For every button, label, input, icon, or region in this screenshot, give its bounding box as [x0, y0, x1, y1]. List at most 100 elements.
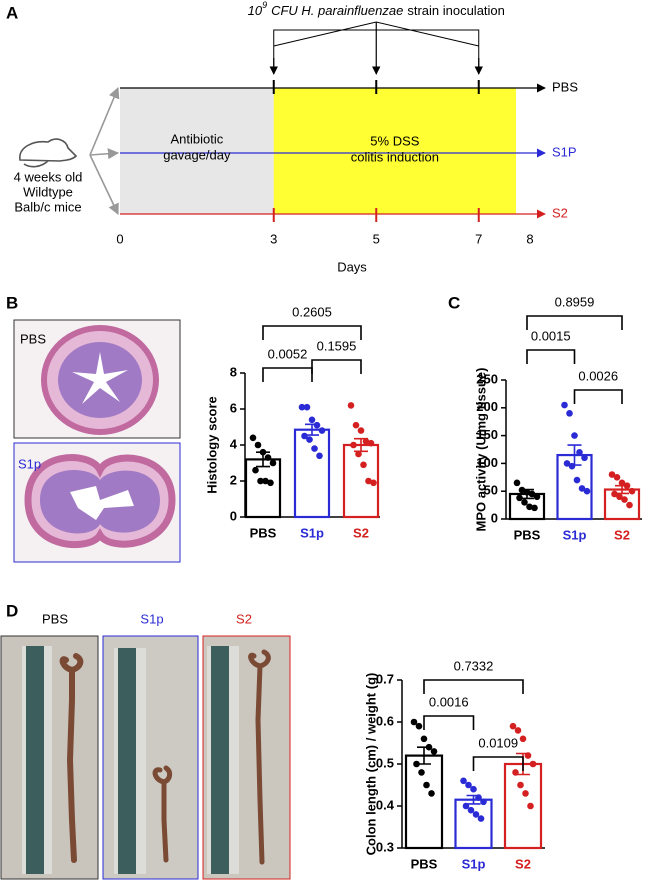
- p-value: 0.0015: [531, 328, 571, 343]
- data-point: [583, 487, 591, 495]
- group-label: PBS: [552, 79, 578, 94]
- x-tick-label: S2: [515, 856, 531, 871]
- data-point: [308, 416, 316, 424]
- bar: [244, 458, 282, 519]
- panel-label: A: [6, 3, 18, 22]
- data-point: [616, 493, 623, 501]
- data-point: [311, 445, 318, 452]
- image-label: PBS: [42, 611, 68, 626]
- data-point: [571, 432, 578, 439]
- data-point: [621, 496, 628, 503]
- bar: [503, 762, 543, 850]
- inoculation-connector: [273, 21, 479, 47]
- error-bar: [520, 488, 534, 500]
- title-part: 10: [248, 3, 263, 18]
- data-point: [362, 438, 370, 445]
- image-label: S2: [236, 611, 252, 626]
- data-point: [252, 466, 259, 474]
- data-point: [528, 490, 536, 498]
- day-tick-label: 5: [373, 231, 380, 246]
- y-tick-label: 0.5: [376, 755, 394, 770]
- colon: [59, 653, 84, 863]
- data-point: [352, 421, 360, 429]
- data-point: [578, 485, 586, 492]
- y-axis-label: Colon length (cm) / weight (g): [363, 673, 378, 856]
- y-tick-label: 0.4: [376, 797, 395, 812]
- data-point: [561, 401, 568, 409]
- image-label: S1p: [18, 456, 41, 471]
- colon: [248, 649, 271, 865]
- significance-bracket: [262, 325, 362, 340]
- data-point: [350, 441, 357, 449]
- data-point: [365, 477, 372, 485]
- mouse-text: Wildtype: [23, 184, 73, 199]
- data-point: [576, 448, 583, 456]
- bar: [404, 754, 444, 850]
- data-point: [477, 815, 485, 822]
- mouse-arrow: [89, 154, 119, 216]
- data-point: [613, 474, 621, 481]
- data-point: [313, 421, 321, 429]
- significance-bracket: [262, 367, 313, 382]
- x-tick-label: S2: [353, 525, 369, 540]
- y-tick-label: 8: [230, 364, 237, 379]
- data-point: [257, 477, 264, 485]
- data-point: [410, 718, 418, 726]
- data-point: [262, 477, 269, 485]
- error-bar: [417, 746, 431, 765]
- p-value: 0.7332: [454, 658, 494, 673]
- data-point: [347, 402, 355, 409]
- y-axis-label: MPO activity (U/mg tissue): [473, 368, 488, 532]
- x-tick-label: PBS: [514, 527, 541, 542]
- colon: [152, 765, 173, 863]
- panel-label: C: [448, 293, 460, 312]
- ruler: [211, 646, 229, 874]
- data-point: [521, 499, 528, 506]
- day-tick-label: 8: [526, 231, 533, 246]
- data-point: [573, 476, 581, 484]
- error-bar: [256, 451, 270, 468]
- data-point: [357, 427, 365, 434]
- group-label: S2: [552, 205, 568, 220]
- data-point: [480, 798, 487, 806]
- data-point: [430, 748, 438, 755]
- data-point: [318, 427, 326, 434]
- error-bar: [615, 484, 629, 495]
- x-tick-label: PBS: [411, 856, 438, 871]
- lumen: [72, 352, 128, 404]
- group-label: S1P: [552, 144, 577, 159]
- data-point: [415, 722, 423, 730]
- data-point: [611, 490, 618, 498]
- error-bar: [354, 437, 368, 453]
- p-value: 0.0026: [578, 368, 618, 383]
- data-point: [531, 504, 538, 512]
- lumen: [70, 486, 134, 520]
- y-tick-label: 0.3: [376, 839, 394, 854]
- y-tick-label: 150: [476, 427, 498, 442]
- y-tick-label: 0: [230, 508, 237, 523]
- bar: [293, 428, 331, 519]
- data-point: [249, 434, 257, 442]
- mouse-arrow: [89, 148, 120, 160]
- data-point: [267, 479, 274, 487]
- image-label: S1p: [140, 611, 163, 626]
- data-point: [367, 439, 375, 447]
- data-point: [517, 781, 524, 789]
- data-point: [529, 760, 537, 768]
- y-tick-label: 100: [476, 455, 498, 470]
- title-part: strain inoculation: [407, 3, 505, 18]
- ruler: [118, 648, 136, 874]
- bar: [603, 488, 641, 521]
- data-point: [420, 735, 428, 743]
- mouse-icon: [19, 138, 78, 168]
- ruler: [26, 646, 44, 874]
- p-value: 0.2605: [292, 304, 332, 319]
- x-tick-label: S1p: [300, 525, 324, 540]
- title-exponent: 9: [262, 0, 267, 10]
- data-point: [513, 479, 521, 487]
- error-bar: [305, 423, 319, 436]
- error-bar: [466, 794, 481, 805]
- y-tick-label: 0.6: [376, 713, 394, 728]
